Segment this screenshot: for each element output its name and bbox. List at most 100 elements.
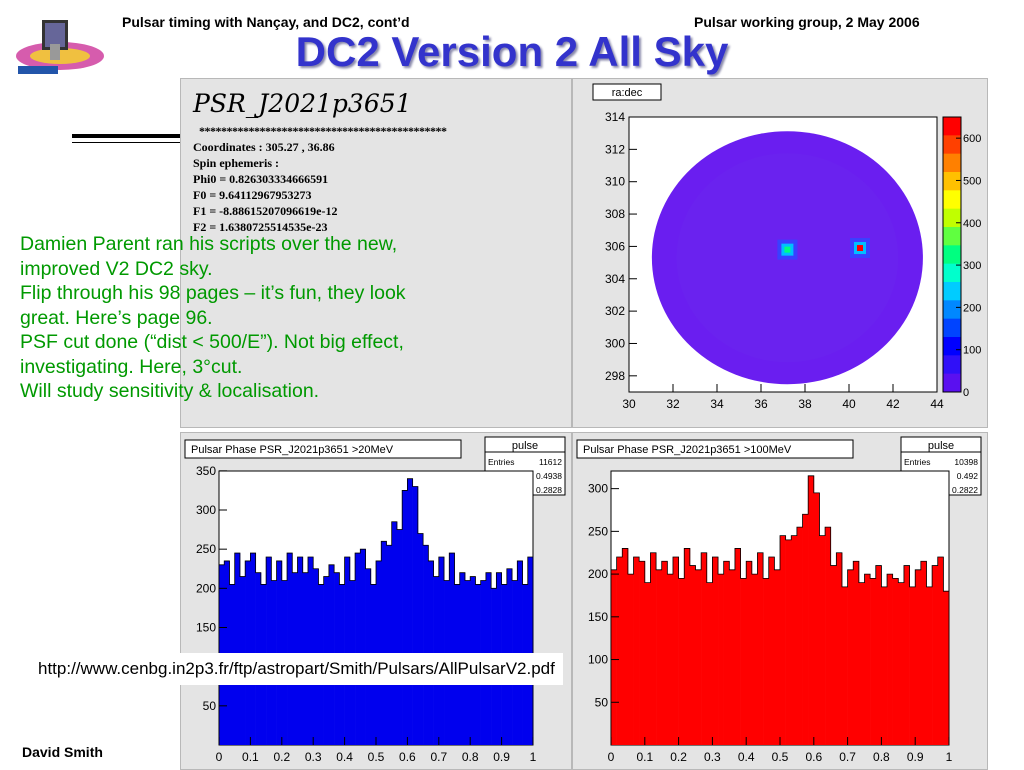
hist-bar: [622, 548, 629, 745]
hist20-chart: Pulsar Phase PSR_J2021p3651 >20MeV pulse E…: [184, 436, 566, 764]
f1-line: F1 = -8.88615207096619e-12: [193, 204, 338, 218]
y-tick-label: 300: [605, 336, 625, 350]
colorbar-tick-label: 500: [963, 175, 981, 187]
hist-bar: [633, 557, 640, 745]
stats-name: pulse: [928, 440, 954, 452]
hist-bar: [723, 561, 730, 745]
colorbar-frame: [942, 116, 962, 393]
info-panel: PSR_J2021p3651 *************************…: [180, 78, 572, 428]
satellite-icon: [16, 20, 104, 74]
hist-bar: [943, 591, 950, 745]
y-tick-label: 314: [605, 110, 625, 124]
colorbar-segment: [943, 282, 961, 301]
x-tick-label: 32: [666, 397, 680, 411]
hist-bar: [909, 586, 916, 745]
colorbar-segment: [943, 208, 961, 228]
colorbar-segment: [943, 373, 961, 393]
hist-bar: [751, 574, 758, 745]
hist-bar: [881, 586, 888, 745]
x-tick-label: 42: [886, 397, 900, 411]
y-tick-label: 298: [605, 369, 625, 383]
colorbar-tick-label: 400: [963, 218, 981, 230]
hist-bar: [527, 557, 534, 745]
hist-title: Pulsar Phase PSR_J2021p3651 >100MeV: [583, 444, 792, 456]
x-tick-label: 36: [754, 397, 768, 411]
hist-bar: [245, 560, 251, 745]
y-tick-label: 150: [196, 621, 216, 635]
hist-bar: [407, 478, 413, 745]
y-tick-label: 100: [588, 653, 608, 667]
colorbar-tick-label: 300: [963, 260, 981, 272]
hist-bar: [627, 574, 634, 745]
x-tick-label: 0.8: [462, 750, 479, 764]
x-tick-label: 40: [842, 397, 856, 411]
f2-line: F2 = 1.6380725514535e-23: [193, 220, 328, 234]
x-tick-label: 1: [946, 750, 953, 764]
header-right-title: Pulsar working group, 2 May 2006: [694, 14, 920, 30]
hist-bar: [376, 560, 382, 745]
hist-bar: [926, 586, 933, 745]
spin-ephemeris-line: Spin ephemeris :: [193, 156, 280, 170]
hist-bar: [757, 552, 764, 745]
colorbar-tick-label: 200: [963, 302, 981, 314]
stats-name: pulse: [512, 440, 538, 452]
header-left-title: Pulsar timing with Nançay, and DC2, cont…: [122, 14, 410, 30]
hist-title: Pulsar Phase PSR_J2021p3651 >20MeV: [191, 444, 394, 456]
hist-bar: [903, 565, 910, 745]
colorbar-segment: [943, 153, 961, 173]
source-url-link[interactable]: http://www.cenbg.in2p3.fr/ftp/astropart/…: [30, 653, 563, 685]
hist-bar: [864, 574, 871, 745]
x-tick-label: 0.7: [430, 750, 447, 764]
colorbar-segment: [943, 172, 961, 191]
hist-bar: [611, 569, 617, 745]
x-tick-label: 38: [798, 397, 812, 411]
hist-bar: [898, 582, 905, 745]
hist-bar: [656, 569, 662, 745]
hist-bar: [417, 533, 424, 745]
hist-bar: [830, 565, 837, 745]
hist-bar: [449, 553, 455, 745]
hist-bar: [813, 492, 820, 745]
hist-title-box: [184, 439, 462, 459]
stats-value: 0.492: [957, 471, 979, 481]
y-tick-label: 200: [588, 567, 608, 581]
y-tick-label: 50: [595, 695, 609, 709]
hist-bar: [932, 565, 939, 745]
bullet-text: Damien Parent ran his scripts over the n…: [20, 232, 550, 404]
hist100-panel: Pulsar Phase PSR_J2021p3651 >100MeV pulse…: [572, 432, 988, 770]
ephemeris-lines: Coordinates : 305.27 , 36.86 Spin epheme…: [193, 139, 338, 235]
footer-author: David Smith: [22, 744, 103, 760]
title-underline: [72, 134, 182, 138]
y-tick-label: 310: [605, 175, 625, 189]
y-tick-label: 308: [605, 207, 625, 221]
hist-bar: [774, 569, 781, 745]
x-tick-label: 1: [530, 750, 537, 764]
hotspot-peak: [857, 245, 863, 252]
hist-bar: [639, 561, 646, 745]
skymap-panel: 30 32 34 36 38 40 42 44 298 300 302 304 306 308 310 312…: [572, 78, 988, 428]
colorbar-segment: [943, 190, 961, 210]
skymap-chart: 30 32 34 36 38 40 42 44 298 300 302 304 306 308 310 312…: [592, 83, 981, 411]
x-tick-label: 0: [216, 750, 223, 764]
x-tick-label: 0.6: [805, 750, 822, 764]
stats-value: 0.2822: [952, 485, 978, 495]
coordinates-line: Coordinates : 305.27 , 36.86: [193, 140, 335, 154]
colorbar-tick-label: 0: [963, 387, 969, 399]
hist-bar: [689, 565, 696, 745]
y-tick-label: 200: [196, 581, 216, 595]
slide-title: DC2 Version 2 All Sky: [295, 28, 729, 75]
hist-bar: [224, 560, 230, 745]
y-tick-label: 304: [605, 272, 625, 286]
hist-bar: [847, 569, 854, 745]
hist-bar: [870, 578, 877, 745]
glast-logo: [10, 14, 110, 84]
x-tick-label: 30: [622, 397, 636, 411]
stats-value: 0.4938: [536, 471, 562, 481]
x-tick-label: 34: [710, 397, 724, 411]
hist-outline: [218, 478, 534, 745]
colorbar-tick-label: 100: [963, 345, 981, 357]
hist-bar: [438, 557, 445, 745]
hist-bar: [386, 545, 392, 745]
hist-bar: [695, 569, 702, 745]
y-tick-label: 312: [605, 142, 625, 156]
